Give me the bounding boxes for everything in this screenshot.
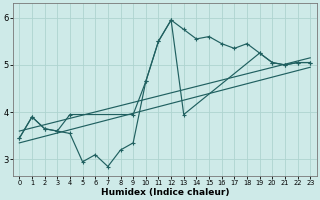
X-axis label: Humidex (Indice chaleur): Humidex (Indice chaleur) xyxy=(100,188,229,197)
